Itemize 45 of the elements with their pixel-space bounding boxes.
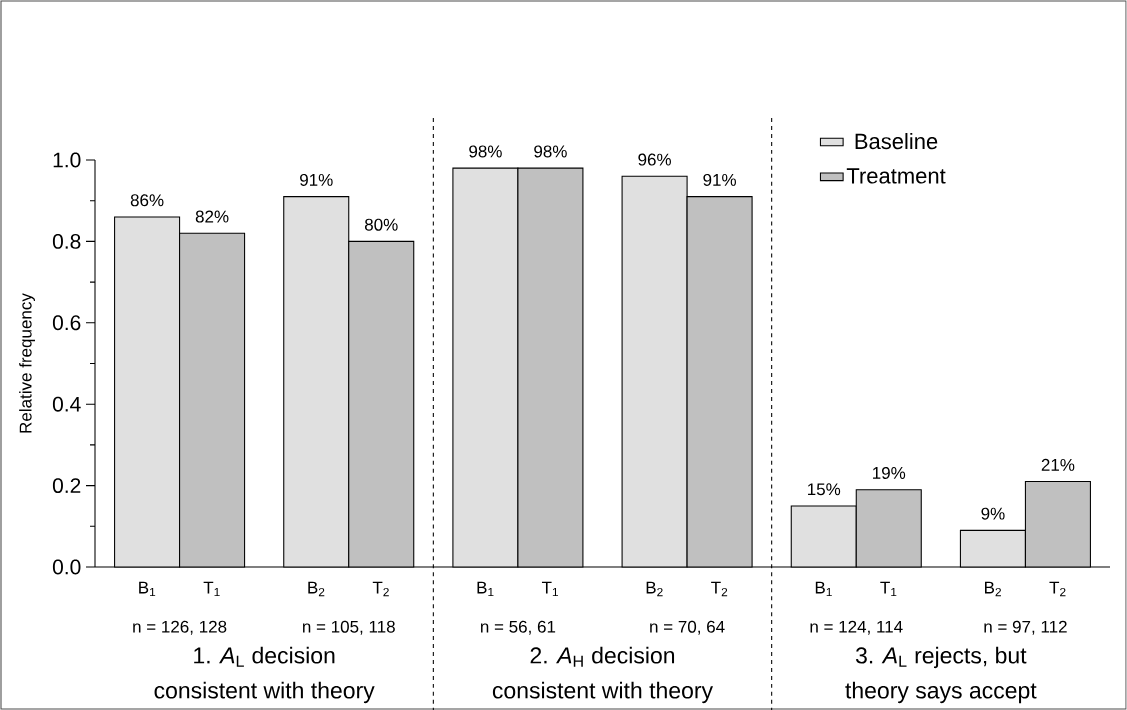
text: B$_{2}$ [646,581,663,597]
text: 3. A$_{L}$ rejects, but [855,646,1027,669]
legend-label: Treatment [846,168,946,184]
data-label: 9% [981,507,1005,520]
text: B$_{1}$ [477,581,494,597]
text: B$_{2}$ [985,581,1001,597]
x-tick-label: n = 105, 118 [303,620,395,635]
x-tick-label: n = 126, 128 [133,620,227,635]
legend-label: Baseline [855,133,938,150]
y-tick-label: 0.4 [52,396,81,412]
text: 2. A$_{H}$ decision [530,646,675,667]
text: T$_{1}$ [880,581,897,597]
text: theory says accept [845,681,1037,704]
text: 1. A$_{L}$ decision [194,646,335,667]
data-label: 91% [300,173,333,186]
x-tick-label: n = 70, 64 [650,620,725,635]
text: T$_{1}$ [541,581,559,597]
data-label: 96% [638,153,671,166]
data-label: 82% [195,210,229,223]
text: B$_{2}$ [308,581,325,597]
x-tick-label: n = 97, 112 [984,620,1067,635]
text: B$_{1}$ [815,581,832,597]
y-tick-label: 0.6 [52,315,81,331]
data-label: 19% [873,466,906,479]
x-tick-label: n = 124, 114 [810,620,903,635]
text: T$_{2}$ [372,581,389,597]
data-label: 98% [534,145,567,158]
data-label: 21% [1041,458,1075,471]
y-tick-label: 0.2 [52,478,81,494]
text: B$_{1}$ [139,581,156,597]
data-label: 15% [808,483,841,496]
y-tick-label: 1.0 [53,152,81,168]
y-tick-label: 0.8 [52,233,81,249]
text: consistent with theory [154,681,375,704]
data-label: 98% [469,145,502,158]
x-tick-label: n = 56, 61 [481,620,556,635]
data-label: 86% [130,194,164,207]
y-tick-label: 0.0 [52,559,81,575]
data-label: 91% [703,173,736,186]
text: T$_{1}$ [203,581,220,597]
text: T$_{2}$ [711,581,728,597]
data-label: 80% [364,218,398,231]
y-axis-title: Relative frequency [19,293,35,433]
text: T$_{2}$ [1049,581,1066,597]
text: consistent with theory [492,681,713,704]
